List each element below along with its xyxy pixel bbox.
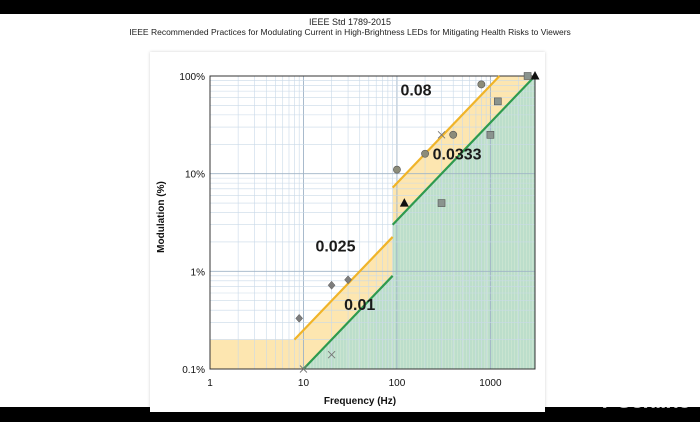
chart-markers bbox=[295, 71, 540, 373]
plot-border bbox=[209, 75, 536, 370]
x-tick-label: 10 bbox=[298, 378, 310, 389]
marker-diamond bbox=[344, 275, 352, 285]
watermark: PConline bbox=[580, 388, 691, 414]
x-tick-label: 1 bbox=[207, 378, 213, 389]
annotation-label: 0.01 bbox=[344, 297, 375, 314]
marker-circle bbox=[393, 165, 401, 174]
series-line-0-01 bbox=[302, 275, 394, 370]
chart-lines bbox=[293, 75, 536, 370]
watermark-logo: PConline bbox=[602, 388, 691, 413]
y-tick-label: 100% bbox=[179, 72, 205, 83]
y-tick-label: 1% bbox=[191, 267, 206, 278]
series-line-0-0333 bbox=[391, 75, 536, 226]
marker-diamond bbox=[327, 280, 336, 290]
marker-circle bbox=[477, 80, 486, 89]
marker-x bbox=[437, 130, 446, 139]
x-tick-label: 100 bbox=[389, 378, 406, 389]
y-tick-label: 0.1% bbox=[182, 365, 205, 376]
marker-square bbox=[486, 131, 495, 139]
marker-triangle bbox=[530, 71, 540, 80]
marker-square bbox=[437, 199, 446, 207]
marker-x bbox=[299, 365, 308, 373]
chart-title: IEEE Std 1789-2015 bbox=[308, 17, 392, 27]
chart-panel: 1 10 100 1000 0.1% 1% 10% 100% 0.08 0.0333 0.025 0… bbox=[150, 52, 545, 412]
chart-annotations: 0.08 0.0333 0.025 0.01 bbox=[315, 83, 481, 315]
marker-square bbox=[523, 72, 532, 80]
annotation-label: 0.08 bbox=[400, 83, 431, 100]
slide: IEEE Std 1789-2015 IEEE Recommended Prac… bbox=[0, 14, 700, 412]
chart-grid bbox=[209, 76, 536, 370]
marker-x bbox=[327, 350, 336, 359]
y-tick-label: 10% bbox=[185, 170, 205, 181]
annotation-label: 0.025 bbox=[315, 238, 355, 255]
chart-subtitle: IEEE Recommended Practices for Modulatin… bbox=[129, 27, 571, 37]
x-tick-label: 1000 bbox=[479, 378, 502, 389]
annotation-label: 0.0333 bbox=[433, 146, 482, 163]
series-line-0-08 bbox=[391, 75, 501, 189]
series-line-0-025 bbox=[293, 236, 394, 341]
marker-diamond bbox=[295, 313, 304, 323]
marker-triangle bbox=[399, 198, 409, 207]
y-axis-label: Modulation (%) bbox=[156, 181, 167, 253]
x-axis-label: Frequency (Hz) bbox=[324, 396, 396, 407]
marker-circle bbox=[421, 149, 429, 158]
marker-square bbox=[494, 97, 502, 106]
plot-frame bbox=[209, 75, 536, 370]
chart-ticks: 1 10 100 1000 0.1% 1% 10% 100% bbox=[179, 72, 502, 389]
marker-circle bbox=[449, 130, 458, 139]
